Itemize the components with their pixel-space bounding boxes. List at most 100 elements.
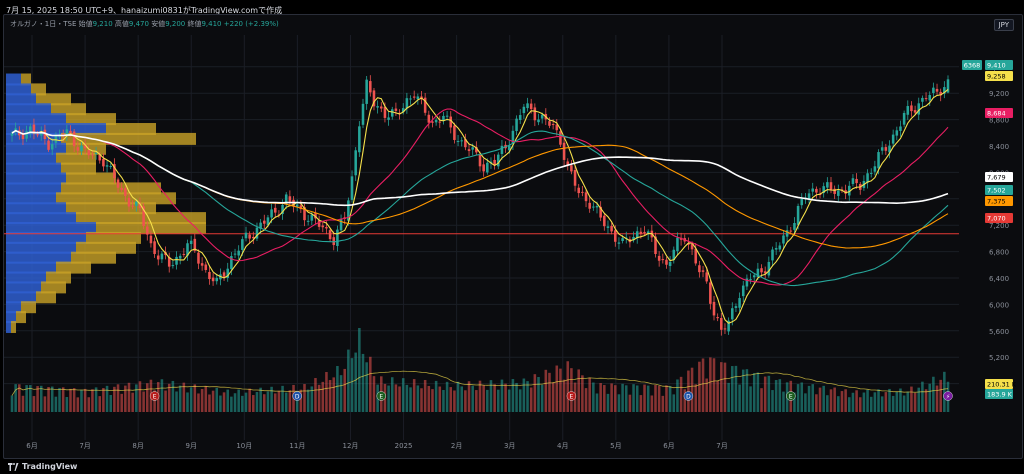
candle xyxy=(412,90,416,100)
volume-bar xyxy=(668,385,672,412)
currency-button[interactable]: JPY xyxy=(993,19,1014,31)
candle xyxy=(785,225,789,242)
volume-bar xyxy=(884,392,888,412)
moving-average-line xyxy=(11,88,949,324)
candle-body xyxy=(533,107,537,121)
candle xyxy=(800,193,804,209)
volume-bar xyxy=(595,393,599,412)
volume-bar xyxy=(913,392,917,412)
volume-bar xyxy=(815,394,818,412)
volume-bar xyxy=(83,388,87,412)
candle-body xyxy=(460,140,463,142)
candle-body xyxy=(10,133,14,136)
candle-body xyxy=(65,129,69,137)
event-marker-circle xyxy=(292,391,302,401)
candle-body xyxy=(774,248,778,250)
candle xyxy=(146,221,149,241)
volume-bar xyxy=(497,389,500,412)
chart-pane[interactable]: 9,6009,2008,8008,4008,0007,6007,2006,800… xyxy=(3,14,1023,459)
candle-body xyxy=(76,147,80,151)
candle xyxy=(204,261,208,273)
volume-bar xyxy=(507,389,511,412)
candle xyxy=(138,197,142,213)
candle xyxy=(252,231,255,244)
candle-body xyxy=(255,227,259,239)
volume-bar xyxy=(328,380,332,412)
badge-value: 183.9 K xyxy=(987,391,1013,399)
candle-body xyxy=(493,159,496,165)
price-chart[interactable]: 9,6009,2008,8008,4008,0007,6007,2006,800… xyxy=(4,15,1022,458)
candle xyxy=(807,188,811,204)
volume-bar xyxy=(434,380,438,412)
candle xyxy=(599,201,602,222)
volume-bar xyxy=(350,358,354,412)
candle-body xyxy=(171,265,175,267)
candle-body xyxy=(848,185,851,196)
high-value: 9,470 xyxy=(128,20,149,28)
volume-bar xyxy=(467,381,471,412)
candle-body xyxy=(387,117,390,120)
candle xyxy=(921,95,924,108)
candle xyxy=(749,273,752,284)
candle-body xyxy=(284,194,288,205)
candle-body xyxy=(698,265,701,273)
candle-body xyxy=(592,206,595,208)
volume-bar xyxy=(361,353,365,412)
candle-body xyxy=(306,220,310,222)
candle xyxy=(559,128,562,147)
x-tick-label: 9月 xyxy=(185,442,196,450)
volume-profile-up-bar xyxy=(6,182,61,195)
candle-body xyxy=(668,261,672,267)
candle xyxy=(80,141,83,156)
high-label: 高値 xyxy=(114,20,129,28)
moving-average-line xyxy=(11,129,949,207)
candle xyxy=(416,93,420,105)
candle xyxy=(390,106,394,120)
candle-body xyxy=(738,298,741,308)
badge-box xyxy=(985,196,1013,206)
candle-body xyxy=(869,172,873,174)
volume-bar xyxy=(796,384,800,412)
candle-body xyxy=(226,268,229,278)
volume-bar xyxy=(54,396,58,412)
volume-bar xyxy=(365,362,368,412)
volume-profile-up-bar xyxy=(6,281,41,294)
volume-profile-up-bar xyxy=(6,251,71,264)
candle-body xyxy=(782,235,785,244)
candle-body xyxy=(833,188,836,194)
candle xyxy=(109,162,112,170)
candle-body xyxy=(917,103,921,115)
candle-body xyxy=(921,97,924,102)
candle-body xyxy=(314,213,317,219)
candle-body xyxy=(160,253,164,260)
volume-bar xyxy=(105,385,109,412)
candle xyxy=(522,103,526,119)
volume-bar xyxy=(409,387,412,412)
volume-bar xyxy=(705,378,708,412)
volume-bar xyxy=(822,385,825,412)
candle xyxy=(21,129,25,145)
volume-bar xyxy=(372,376,376,412)
candle-body xyxy=(745,278,749,287)
event-marker-icon: E xyxy=(566,391,577,401)
candle xyxy=(880,141,884,155)
volume-bar xyxy=(76,397,80,412)
event-marker-icon: E xyxy=(376,391,386,401)
candle xyxy=(833,185,836,199)
volume-bar xyxy=(592,382,595,412)
volume-bar xyxy=(175,391,178,412)
volume-bar xyxy=(72,388,76,412)
candle-body xyxy=(398,112,401,114)
candle xyxy=(763,266,767,280)
candle xyxy=(255,222,259,242)
candle-body xyxy=(610,225,613,232)
candle-body xyxy=(358,126,361,153)
volume-bar xyxy=(336,366,339,412)
volume-bar xyxy=(332,377,336,412)
candle-body xyxy=(237,250,240,256)
volume-profile-up-bar xyxy=(6,162,61,175)
volume-bar xyxy=(939,379,942,412)
candle-body xyxy=(837,190,840,196)
candle-body xyxy=(756,268,760,278)
volume-bar xyxy=(818,387,822,412)
